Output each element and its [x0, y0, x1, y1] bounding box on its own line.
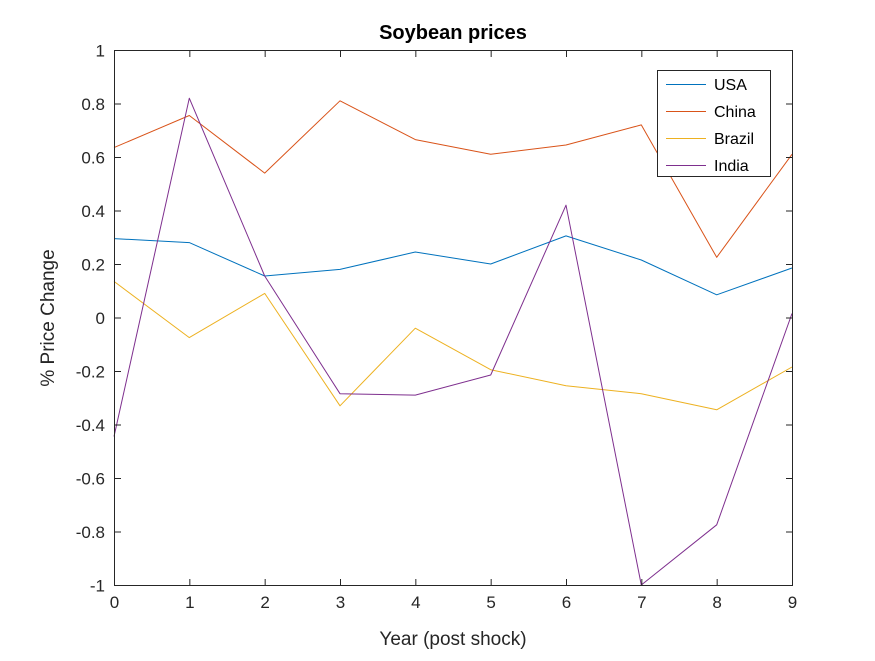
- x-tick-label: 6: [562, 593, 571, 612]
- x-tick-label: 5: [486, 593, 495, 612]
- x-tick-label: 7: [637, 593, 646, 612]
- x-tick-label: 0: [110, 593, 119, 612]
- x-tick-label: 4: [411, 593, 420, 612]
- legend-label-india: India: [714, 158, 749, 175]
- x-tick-label: 8: [712, 593, 721, 612]
- y-tick-label: 0.2: [81, 256, 105, 275]
- y-tick-label: 1: [96, 42, 105, 61]
- x-tick-label: 3: [336, 593, 345, 612]
- legend-label-usa: USA: [714, 77, 747, 94]
- x-tick-label: 2: [260, 593, 269, 612]
- series-layer: [113, 97, 793, 586]
- x-tick-label: 1: [185, 593, 194, 612]
- chart-title: Soybean prices: [379, 22, 527, 44]
- y-tick-label: -0.4: [76, 416, 105, 435]
- y-tick-label: 0.4: [81, 202, 105, 221]
- series-line-india: [113, 97, 793, 586]
- series-line-usa: [113, 235, 793, 296]
- series-line-brazil: [113, 280, 793, 411]
- legend-label-brazil: Brazil: [714, 131, 754, 148]
- y-tick-label: 0.8: [81, 95, 105, 114]
- y-tick-label: -0.6: [76, 470, 105, 489]
- x-axis-label: Year (post shock): [379, 629, 526, 650]
- x-tick-label: 9: [788, 593, 797, 612]
- series-line-china: [113, 100, 793, 258]
- legend: USA China Brazil India: [657, 70, 771, 177]
- y-tick-label: -1: [90, 577, 105, 596]
- y-tick-label: -0.2: [76, 363, 105, 382]
- y-tick-label: 0: [96, 309, 105, 328]
- y-axis-label: % Price Change: [38, 249, 59, 386]
- y-tick-label: 0.6: [81, 149, 105, 168]
- legend-label-china: China: [714, 104, 756, 121]
- y-axis-ticks: -1 -0.8 -0.6 -0.4 -0.2 0 0.2 0.4 0.6 0.8 1: [76, 42, 793, 596]
- y-tick-label: -0.8: [76, 523, 105, 542]
- legend-box: [657, 70, 771, 177]
- x-axis-ticks: 0 1 2 3 4 5 6 7 8 9: [110, 50, 797, 612]
